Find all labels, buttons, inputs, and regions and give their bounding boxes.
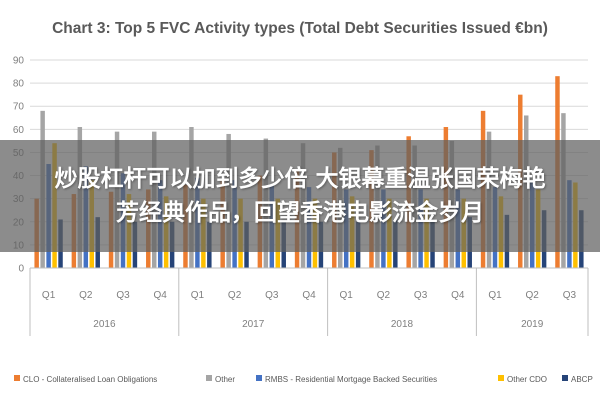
x-tick-label: Q3: [265, 290, 279, 301]
x-group-label: 2017: [242, 319, 265, 330]
y-tick-label: 70: [13, 102, 25, 113]
legend-entry: RMBS - Residential Mortgage Backed Secur…: [265, 375, 437, 384]
legend-entry: Other CDO: [507, 375, 547, 384]
x-group-label: 2016: [93, 319, 116, 330]
overlay-text-line-2: 芳经典作品，回望香港电影流金岁月: [116, 200, 484, 226]
x-tick-label: Q2: [79, 290, 93, 301]
legend-swatch: [562, 375, 568, 381]
x-tick-label: Q2: [377, 290, 391, 301]
legend-entry: ABCP: [571, 375, 593, 384]
legend-swatch: [256, 375, 262, 381]
legend-entry: Other: [215, 375, 235, 384]
x-tick-label: Q4: [154, 290, 168, 301]
overlay-text-line-1: 炒股杠杆可以加到多少倍 大银幕重温张国荣梅艳: [54, 166, 546, 192]
x-group-label: 2019: [521, 319, 544, 330]
legend-entry: CLO - Collateralised Loan Obligations: [23, 375, 157, 384]
x-tick-label: Q1: [191, 290, 205, 301]
legend-swatch: [498, 375, 504, 381]
y-tick-label: 60: [13, 125, 25, 136]
x-tick-label: Q2: [526, 290, 540, 301]
legend-swatch: [14, 375, 20, 381]
overlay-banner: 炒股杠杆可以加到多少倍 大银幕重温张国荣梅艳 芳经典作品，回望香港电影流金岁月: [0, 140, 600, 252]
x-tick-label: Q1: [488, 290, 502, 301]
x-tick-label: Q1: [340, 290, 354, 301]
legend-swatch: [206, 375, 212, 381]
x-group-label: 2018: [391, 319, 414, 330]
y-tick-label: 0: [18, 264, 24, 275]
x-tick-label: Q4: [451, 290, 465, 301]
chart-title: Chart 3: Top 5 FVC Activity types (Total…: [52, 20, 548, 37]
y-tick-label: 80: [13, 79, 25, 90]
y-tick-label: 90: [13, 56, 25, 67]
x-tick-label: Q2: [228, 290, 242, 301]
x-tick-label: Q3: [563, 290, 577, 301]
x-tick-label: Q1: [42, 290, 56, 301]
x-tick-label: Q4: [302, 290, 316, 301]
x-tick-label: Q3: [414, 290, 428, 301]
x-tick-label: Q3: [116, 290, 130, 301]
